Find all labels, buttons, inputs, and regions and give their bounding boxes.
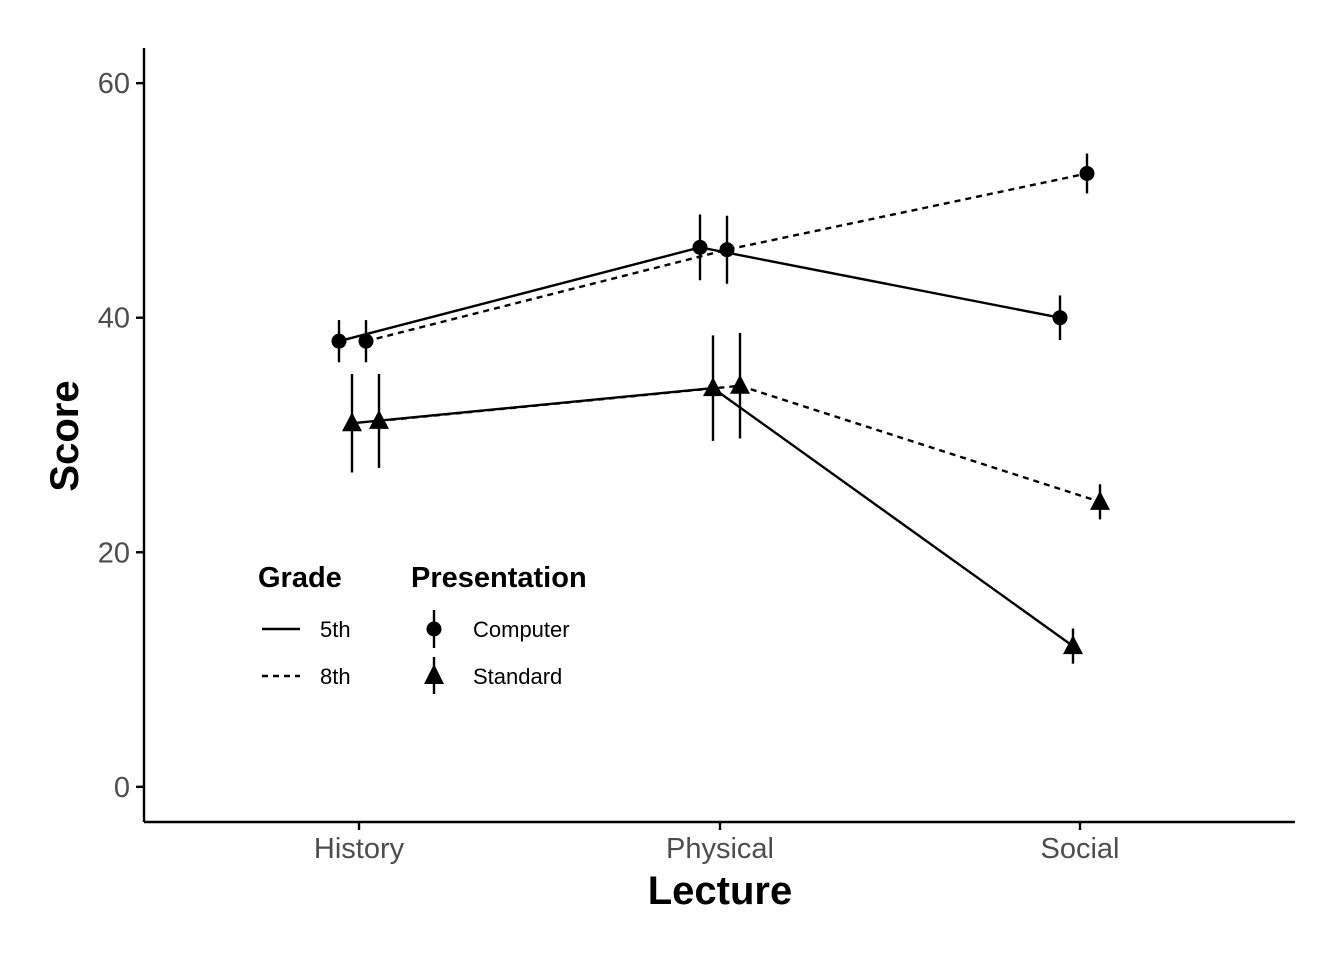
x-axis-title: Lecture: [648, 869, 793, 913]
x-tick-label-physical: Physical: [666, 833, 774, 865]
point-8th-computer-physical: [719, 242, 735, 258]
legend: Grade Presentation 5th 8th Computer Stan…: [258, 562, 587, 694]
series-line-8th-computer: [365, 172, 1088, 343]
legend-label-computer: Computer: [473, 617, 570, 642]
x-tick-label-history: History: [314, 833, 405, 865]
y-tick-label-20: 20: [98, 537, 130, 569]
point-8th-computer-history: [358, 333, 374, 349]
point-5th-standard-history: [342, 412, 362, 432]
point-8th-standard-physical: [730, 374, 750, 394]
axes: 0 20 40 60 History Physical Social: [98, 48, 1295, 865]
legend-title-presentation: Presentation: [411, 562, 587, 594]
legend-key-computer: [426, 610, 442, 648]
legend-title-grade: Grade: [258, 562, 342, 594]
x-tick-label-social: Social: [1041, 833, 1120, 865]
point-5th-computer-physical: [692, 239, 708, 255]
point-8th-standard-history: [369, 409, 389, 429]
point-5th-computer-social: [1052, 310, 1068, 326]
legend-label-5th: 5th: [320, 617, 351, 642]
point-8th-standard-social: [1090, 490, 1110, 510]
y-tick-label-60: 60: [98, 68, 130, 100]
plot-area: [331, 153, 1110, 664]
legend-key-standard: [424, 657, 444, 694]
y-axis-title: Score: [43, 380, 87, 491]
point-5th-standard-physical: [703, 377, 723, 397]
point-8th-computer-social: [1079, 165, 1095, 181]
point-5th-standard-social: [1063, 635, 1083, 655]
legend-label-8th: 8th: [320, 664, 351, 689]
point-5th-computer-history: [331, 333, 347, 349]
legend-label-standard: Standard: [473, 664, 562, 689]
y-tick-label-0: 0: [114, 772, 130, 804]
y-tick-label-40: 40: [98, 303, 130, 335]
